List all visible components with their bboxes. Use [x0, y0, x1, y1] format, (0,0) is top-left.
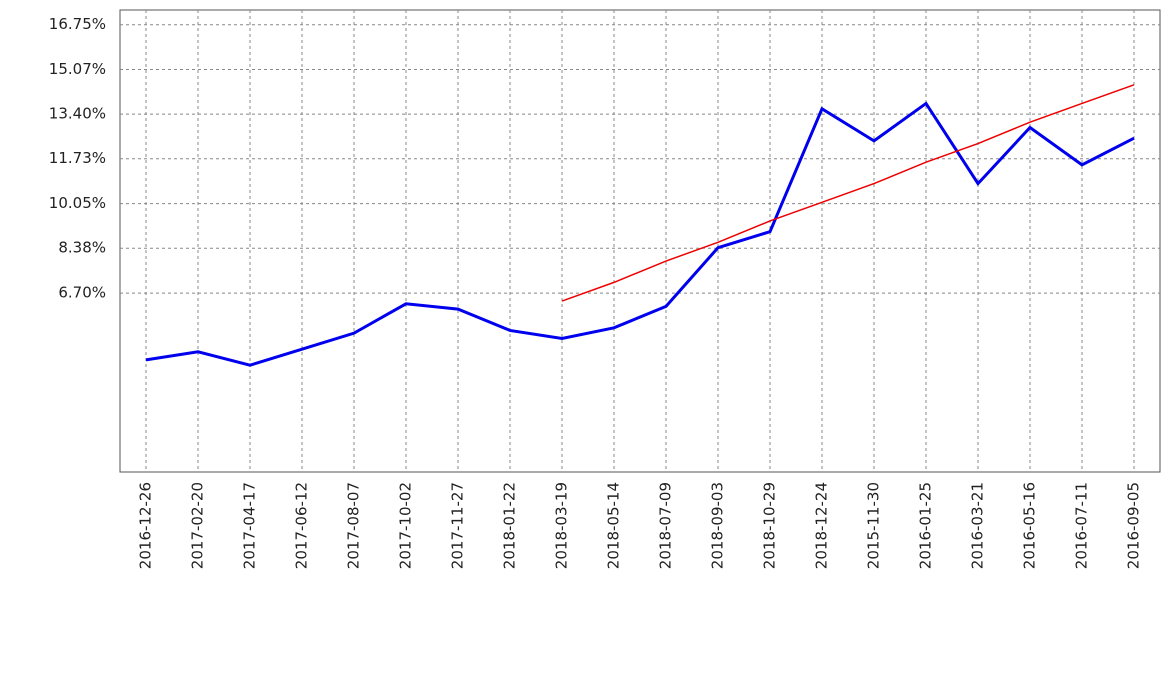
x-tick-label: 2016-05-16 [1021, 482, 1039, 569]
y-tick-label: 10.05% [49, 194, 106, 212]
y-tick-label: 6.70% [58, 284, 106, 302]
x-tick-label: 2018-12-24 [813, 482, 831, 569]
y-tick-label: 8.38% [58, 239, 106, 257]
series-line [146, 103, 1134, 365]
x-tick-label: 2018-07-09 [657, 482, 675, 569]
x-tick-label: 2018-10-29 [761, 482, 779, 569]
x-tick-label: 2016-09-05 [1125, 482, 1143, 569]
y-tick-label: 11.73% [49, 149, 106, 167]
x-tick-label: 2015-11-30 [865, 482, 883, 569]
series-line [562, 85, 1134, 301]
y-tick-label: 15.07% [49, 60, 106, 78]
x-tick-label: 2016-01-25 [917, 482, 935, 569]
x-tick-label: 2018-01-22 [501, 482, 519, 569]
y-tick-label: 16.75% [49, 15, 106, 33]
x-tick-label: 2017-04-17 [241, 482, 259, 569]
x-tick-label: 2016-03-21 [969, 482, 987, 569]
x-tick-label: 2017-08-07 [345, 482, 363, 569]
chart: 6.70% 8.38% 10.05% 11.73% 13.40% 15.07% 16.75%… [0, 0, 1176, 675]
x-tick-label: 2018-05-14 [605, 482, 623, 569]
x-tick-label: 2017-06-12 [293, 482, 311, 569]
x-tick-label: 2018-09-03 [709, 482, 727, 569]
x-tick-label: 2018-03-19 [553, 482, 571, 569]
x-tick-label: 2016-12-26 [137, 482, 155, 569]
plot-frame [120, 10, 1160, 472]
x-tick-label: 2017-10-02 [397, 482, 415, 569]
y-tick-label: 13.40% [49, 105, 106, 123]
x-tick-label: 2017-11-27 [449, 482, 467, 569]
x-tick-label: 2017-02-20 [189, 482, 207, 569]
x-tick-label: 2016-07-11 [1073, 482, 1091, 569]
